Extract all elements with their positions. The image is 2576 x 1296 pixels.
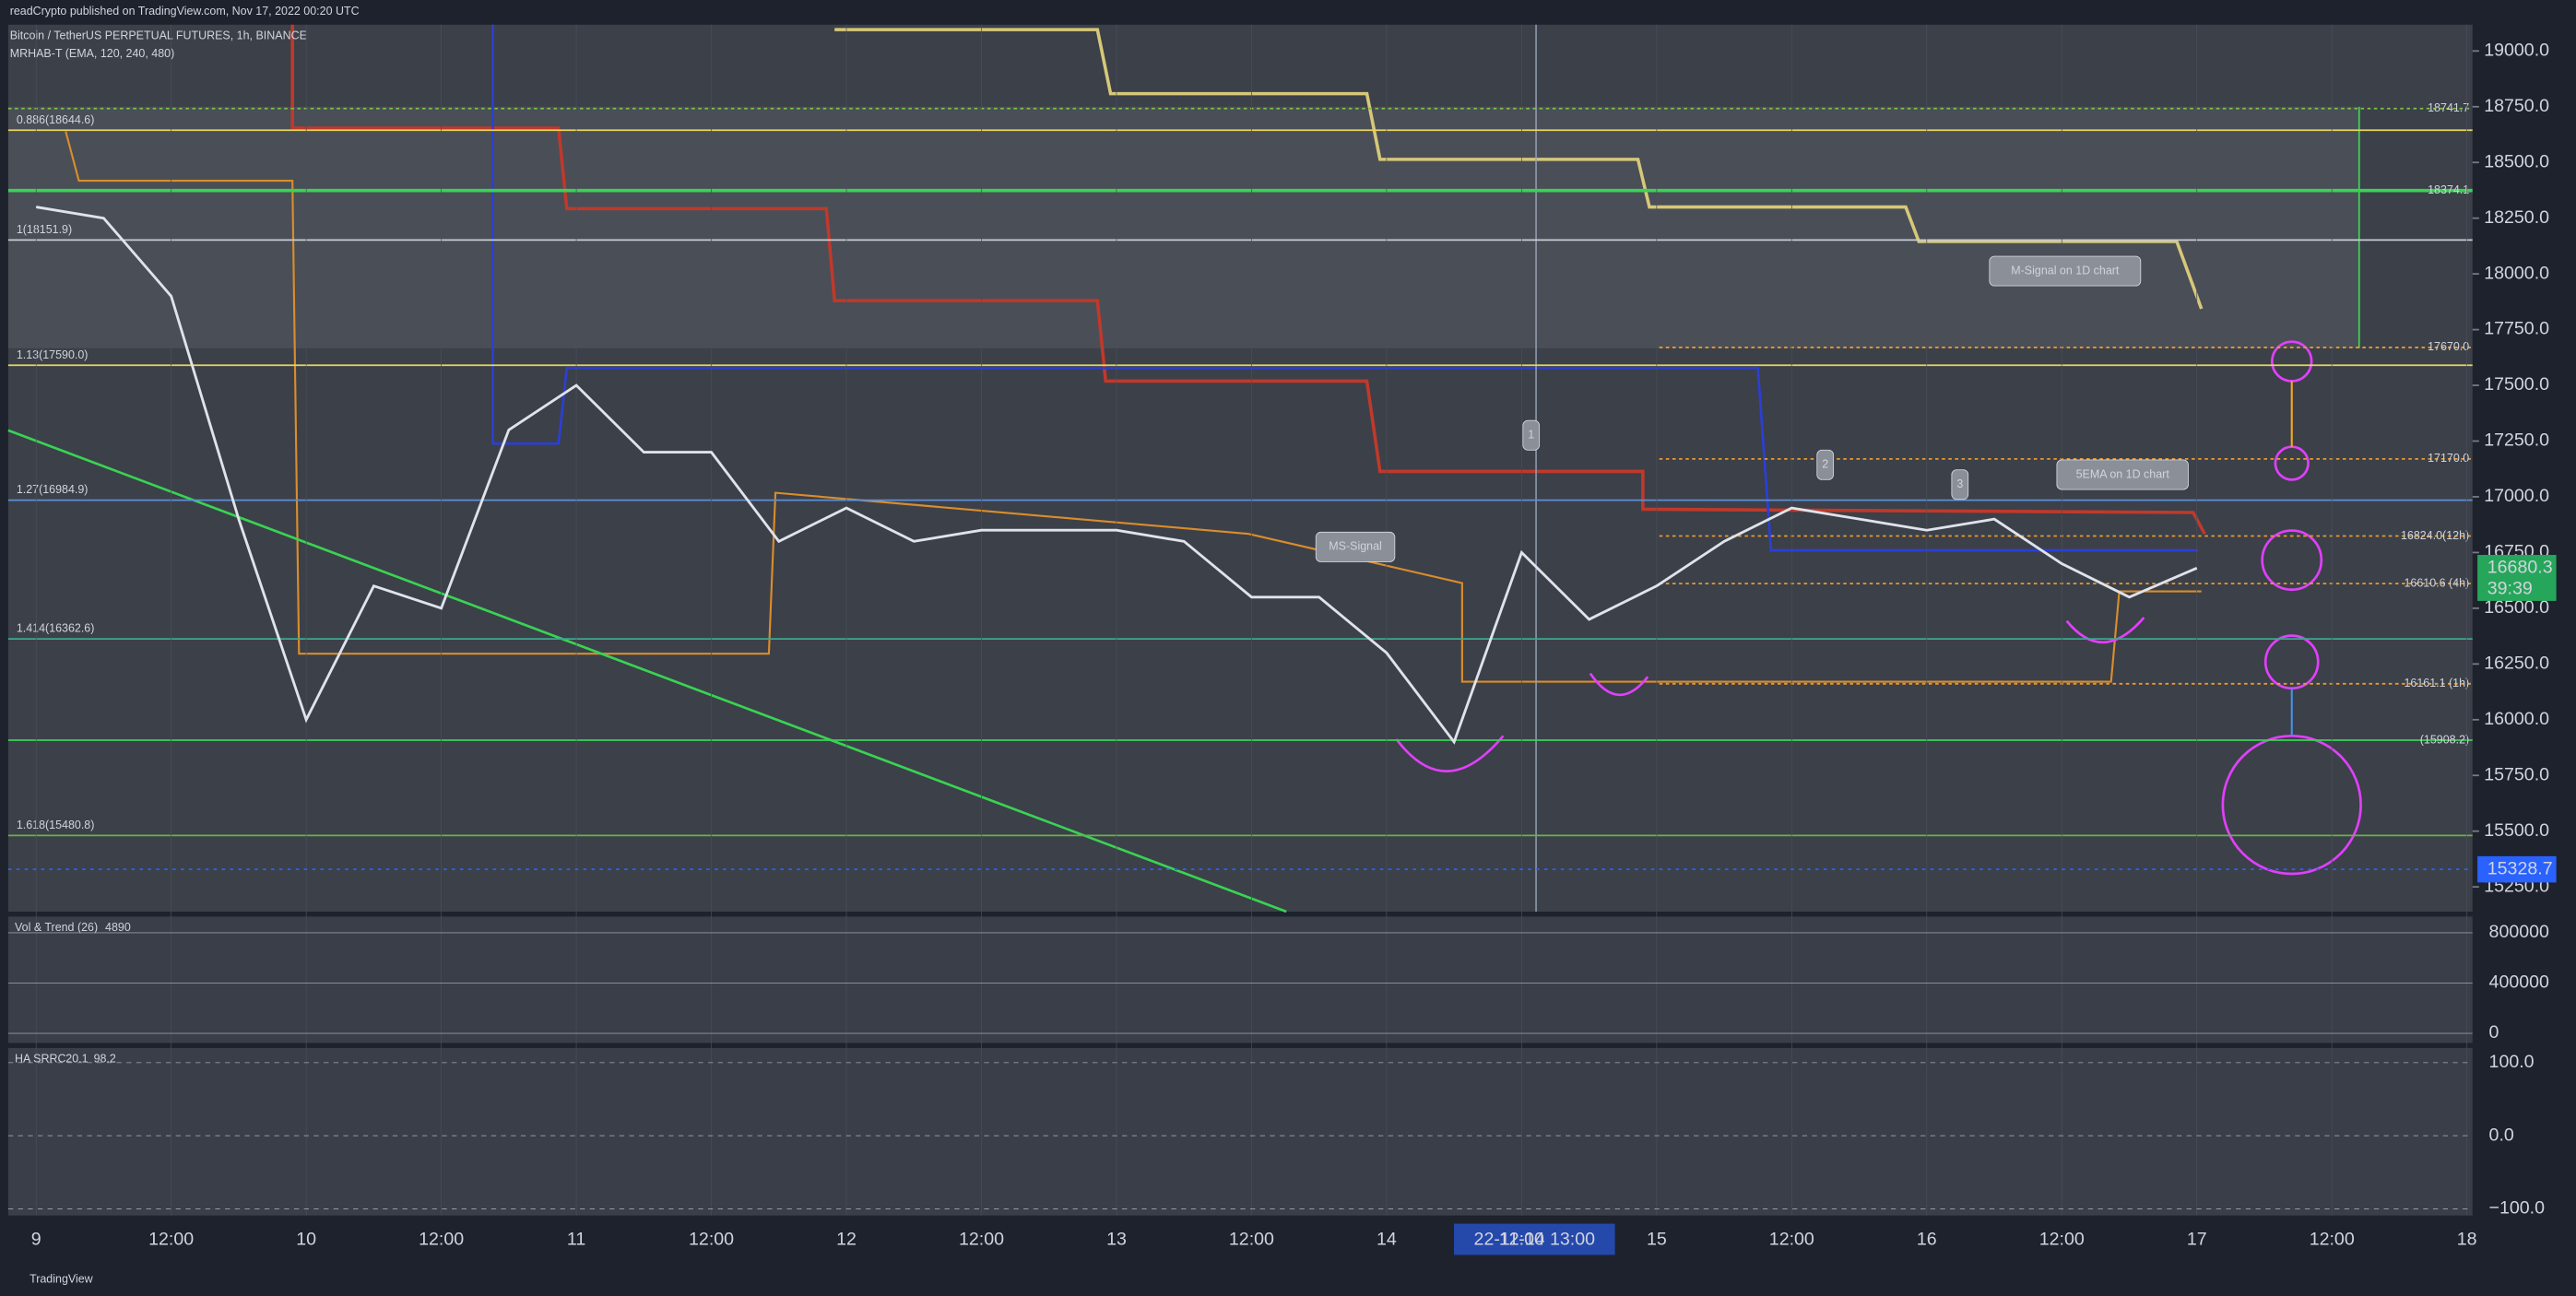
annotation: MS-Signal [1329,540,1382,553]
orange-step-line [65,131,2202,683]
arc [1589,672,1649,697]
fib-label: 0.886(18644.6) [17,113,95,126]
pane-title: HA SRRC [15,1053,65,1066]
annotation-box [1951,469,1969,501]
annotation-box [1315,531,1396,562]
fib-label: 1.618(15480.8) [17,819,95,831]
x-tick-label: 14 [1377,1230,1397,1250]
crosshair-label: 22-11-14 13:00 [1474,1230,1596,1250]
x-tick-label: 13 [1106,1230,1127,1250]
ms-signal-line [290,24,2206,536]
annotation: 1 [1528,429,1534,442]
x-tick-label: 10 [296,1230,316,1250]
crosshair-label-box [1453,1223,1615,1255]
trend-line [7,429,1287,913]
y-tick-label: 16500.0 [2484,597,2549,618]
price-marker-label: 16680.3 [2487,557,2553,577]
y-tick-label: 17000.0 [2484,486,2549,506]
price-marker-countdown: 39:39 [2487,579,2533,599]
x-tick-label: 12:00 [148,1230,194,1250]
pane-title: Vol & Trend (26) [15,921,98,934]
fib-label: 1.414(16362.6) [17,622,95,635]
x-tick-label: 12:00 [419,1230,464,1250]
pane-reading: 20.1 [65,1053,88,1066]
level-label: 18741.7 [2428,101,2469,114]
level-label: 16610.6 (4h) [2404,576,2469,589]
x-tick-label: 11 [567,1230,585,1250]
arc [1395,735,1505,772]
circle [2261,529,2323,592]
y-tick-label: 400000 [2489,972,2549,993]
x-tick-label: 12:00 [1499,1230,1544,1250]
x-tick-label: 18 [2457,1230,2477,1250]
volume-pane [7,916,2473,1043]
x-tick-label: 12:00 [689,1230,734,1250]
fib-label: 1(18151.9) [17,223,72,236]
x-tick-label: 12:00 [1769,1230,1814,1250]
header: readCrypto published on TradingView.com,… [10,5,360,18]
y-tick-label: 16000.0 [2484,709,2549,729]
y-tick-label: 0 [2489,1022,2499,1043]
annotation-box [2056,459,2189,490]
x-tick-label: 15 [1647,1230,1667,1250]
footer: TradingView [30,1272,94,1285]
y-tick-label: 18250.0 [2484,207,2549,228]
y-tick-label: −100.0 [2489,1198,2546,1219]
y-tick-label: 16250.0 [2484,653,2549,673]
y-tick-label: 100.0 [2489,1052,2535,1072]
oscillator-pane [7,1047,2473,1216]
price-marker-box [2477,555,2557,601]
level-label: 17170.0 [2428,452,2469,465]
x-tick-label: 12:00 [2039,1230,2085,1250]
pane-reading: 98.2 [94,1053,116,1066]
y-tick-label: 0.0 [2489,1125,2514,1145]
y-tick-label: 17750.0 [2484,319,2549,339]
level-label: (15908.2) [2420,733,2469,746]
level-label: 16824.0(12h) [2401,529,2469,542]
level-label: 18374.1 [2428,183,2469,196]
x-tick-label: 12 [836,1230,857,1250]
annotation: 5EMA on 1D chart [2076,467,2170,480]
annotation-box [1816,449,1835,480]
y-tick-label: 18500.0 [2484,151,2549,171]
m-signal-line [834,28,2204,310]
annotation: 3 [1956,477,1963,490]
x-tick-label: 16 [1917,1230,1937,1250]
annotation-box [1522,419,1541,451]
level-label: 17670.0 [2428,340,2469,353]
y-tick-label: 17250.0 [2484,430,2549,451]
low-marker-label: 15328.7 [2487,858,2553,878]
low-marker-box [2477,855,2557,883]
y-tick-label: 800000 [2489,922,2549,942]
x-tick-label: 12:00 [2310,1230,2355,1250]
y-tick-label: 18750.0 [2484,96,2549,116]
price-line [35,206,2198,745]
level-label: 16161.1 (1h) [2404,677,2469,689]
blue-step-line [491,24,2199,552]
x-tick-label: 17 [2187,1230,2207,1250]
y-tick-label: 15500.0 [2484,820,2549,841]
y-tick-label: 17500.0 [2484,374,2549,395]
legend-line: Bitcoin / TetherUS PERPETUAL FUTURES, 1h… [10,29,307,42]
range-box [7,106,2359,348]
fib-label: 1.13(17590.0) [17,348,89,361]
annotation-box [1989,255,2142,287]
pane-reading: 4890 [105,921,131,934]
y-tick-label: 18000.0 [2484,263,2549,283]
annotation: M-Signal on 1D chart [2011,264,2120,277]
arc [2065,617,2145,644]
annotation: 2 [1822,458,1828,471]
y-tick-label: 15750.0 [2484,764,2549,784]
x-tick-label: 12:00 [959,1230,1004,1250]
fib-label: 1.27(16984.9) [17,483,89,496]
legend-line: MRHAB-T (EMA, 120, 240, 480) [10,47,175,60]
x-tick-label: 12:00 [1229,1230,1274,1250]
y-tick-label: 19000.0 [2484,40,2549,60]
x-tick-label: 9 [31,1230,41,1250]
